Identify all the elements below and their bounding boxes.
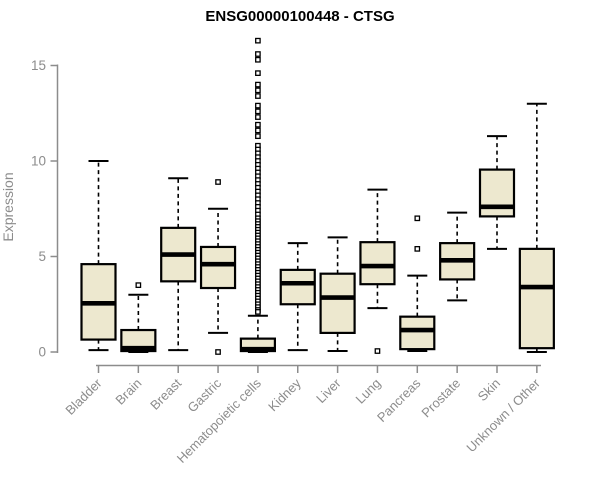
outlier-point-gastric xyxy=(215,179,221,185)
box-lung xyxy=(359,241,396,286)
outlier-point-hematopoietic-cells xyxy=(255,102,261,109)
y-axis-label: Expression xyxy=(0,172,16,241)
x-tick-label-kidney: Kidney xyxy=(265,375,304,414)
outlier-point-pancreas xyxy=(414,246,421,252)
outlier-point-pancreas xyxy=(414,215,421,222)
outlier-point-hematopoietic-cells xyxy=(255,81,261,88)
outlier-point-hematopoietic-cells xyxy=(255,309,261,315)
x-tick-label-breast: Breast xyxy=(147,375,184,412)
outlier-point-hematopoietic-cells xyxy=(255,93,261,99)
box-unknown-other xyxy=(518,247,555,350)
outlier-point-lung xyxy=(374,348,381,354)
y-tick-label-15: 15 xyxy=(31,58,46,73)
outlier-point-hematopoietic-cells xyxy=(255,87,261,94)
box-gastric xyxy=(199,245,237,290)
x-tick-label-prostate: Prostate xyxy=(418,376,463,421)
box-liver xyxy=(319,272,356,335)
x-tick-label-unknown-other: Unknown / Other xyxy=(463,375,543,455)
chart-title: ENSG00000100448 - CTSG xyxy=(205,8,394,25)
outlier-point-hematopoietic-cells xyxy=(255,133,261,140)
outlier-point-hematopoietic-cells xyxy=(255,127,261,134)
box-pancreas xyxy=(399,315,436,351)
outlier-point-hematopoietic-cells xyxy=(255,56,261,63)
outlier-point-hematopoietic-cells xyxy=(255,37,261,44)
x-tick-label-bladder: Bladder xyxy=(62,375,105,418)
outlier-point-gastric xyxy=(215,349,221,355)
outlier-point-hematopoietic-cells xyxy=(255,114,261,120)
box-skin xyxy=(478,168,516,218)
box-kidney xyxy=(279,268,316,306)
outlier-point-hematopoietic-cells xyxy=(255,51,261,57)
x-tick-label-lung: Lung xyxy=(353,376,384,407)
y-tick-label-10: 10 xyxy=(31,154,46,169)
x-tick-label-brain: Brain xyxy=(112,376,144,408)
outlier-point-hematopoietic-cells xyxy=(255,70,261,76)
outlier-point-brain xyxy=(135,282,142,289)
outlier-point-hematopoietic-cells xyxy=(255,121,261,128)
y-tick-label-0: 0 xyxy=(38,345,46,360)
x-tick-label-pancreas: Pancreas xyxy=(374,375,424,425)
y-tick-label-5: 5 xyxy=(38,249,46,264)
x-tick-label-liver: Liver xyxy=(313,375,344,406)
outlier-point-hematopoietic-cells xyxy=(255,108,261,115)
x-tick-label-skin: Skin xyxy=(475,376,503,404)
box-brain xyxy=(120,328,157,353)
